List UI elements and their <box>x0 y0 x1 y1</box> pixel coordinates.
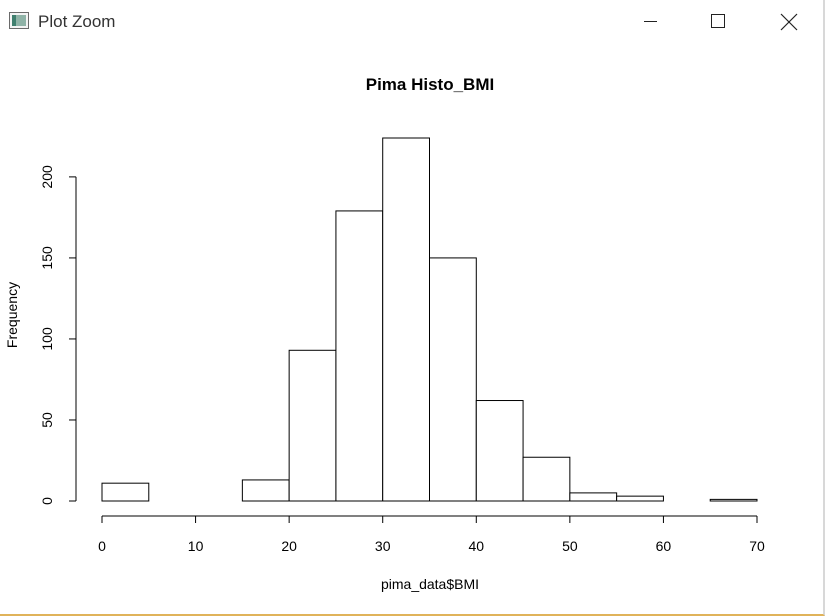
window-title: Plot Zoom <box>38 12 116 31</box>
histogram-bar <box>522 456 571 502</box>
bars-group <box>101 137 758 502</box>
y-axis-label: Frequency <box>4 282 20 348</box>
y-axis: 0 50 100 150 200 <box>39 165 77 505</box>
histogram-chart: Pima Histo_BMI 0 10 20 30 40 50 60 70 0 50 100 150… <box>4 75 765 592</box>
y-tick-label: 200 <box>39 165 55 189</box>
title-bar[interactable]: Plot Zoom <box>0 0 823 42</box>
minimize-button[interactable] <box>627 0 673 42</box>
close-icon <box>780 13 798 31</box>
histogram-bar <box>475 400 524 502</box>
plot-window-icon <box>9 12 29 29</box>
y-tick-label: 100 <box>39 327 55 351</box>
maximize-icon <box>711 14 725 28</box>
histogram-bar <box>616 495 664 502</box>
histogram-bar <box>569 492 618 502</box>
histogram-bar <box>429 257 477 502</box>
close-button[interactable] <box>766 0 812 42</box>
x-axis-label: pima_data$BMI <box>381 576 479 592</box>
plot-area: Pima Histo_BMI 0 10 20 30 40 50 60 70 0 50 100 150… <box>0 42 823 614</box>
chart-title: Pima Histo_BMI <box>366 75 494 94</box>
x-tick-label: 0 <box>98 538 106 554</box>
histogram-bar <box>288 349 337 502</box>
histogram-bar <box>382 137 431 502</box>
x-tick-label: 50 <box>562 538 578 554</box>
x-tick-label: 10 <box>188 538 204 554</box>
x-tick-label: 60 <box>656 538 672 554</box>
x-tick-label: 20 <box>281 538 297 554</box>
y-tick-label: 150 <box>39 246 55 270</box>
y-tick-label: 0 <box>39 497 55 505</box>
x-tick-label: 30 <box>375 538 391 554</box>
y-tick-label: 50 <box>39 412 55 428</box>
x-tick-label: 40 <box>468 538 484 554</box>
histogram-bar <box>335 210 384 502</box>
x-tick-label: 70 <box>749 538 765 554</box>
histogram-bar <box>101 482 150 502</box>
histogram-bar <box>241 479 290 502</box>
minimize-icon <box>644 21 657 22</box>
x-axis: 0 10 20 30 40 50 60 70 <box>98 515 765 554</box>
maximize-button[interactable] <box>695 0 741 42</box>
histogram-bar <box>709 498 758 502</box>
